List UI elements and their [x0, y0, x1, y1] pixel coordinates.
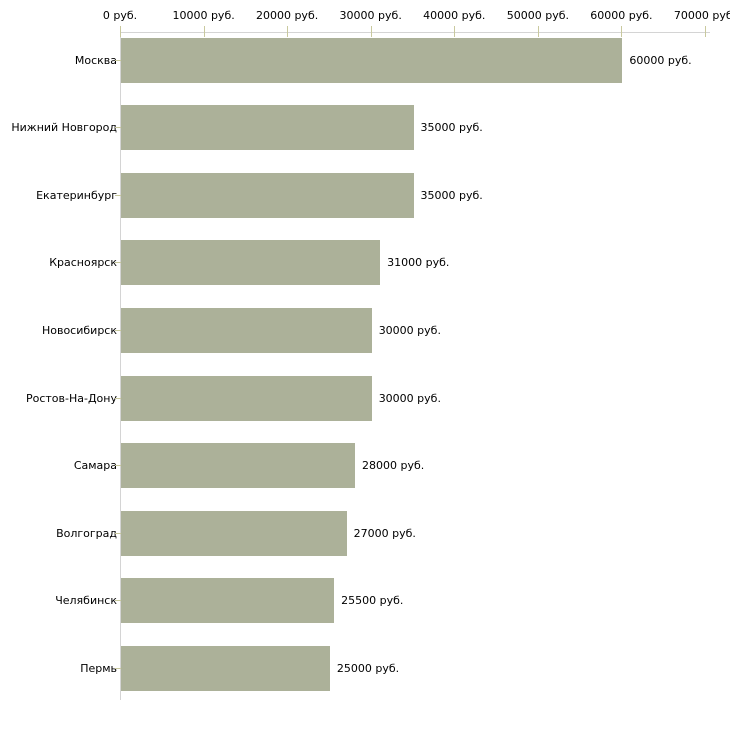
bar — [121, 578, 335, 624]
bar — [121, 443, 355, 489]
value-label: 30000 руб. — [378, 323, 441, 337]
x-tick-label: 10000 руб. — [172, 9, 235, 22]
x-tick-label: 20000 руб. — [255, 9, 319, 22]
category-label: Екатеринбург — [36, 188, 117, 202]
x-tick-mark — [287, 26, 289, 37]
bar — [121, 645, 330, 691]
value-label: 35000 руб. — [420, 121, 483, 135]
bar — [121, 37, 623, 83]
value-label: 30000 руб. — [378, 391, 441, 405]
x-tick-label: 50000 руб. — [506, 9, 570, 22]
bar-row: Екатеринбург 35000 руб. — [0, 172, 730, 218]
bar — [121, 172, 414, 218]
y-tick-mark — [115, 194, 121, 196]
value-label: 28000 руб. — [362, 459, 425, 473]
bar-row: Челябинск 25500 руб. — [0, 578, 730, 624]
category-label: Новосибирск — [41, 323, 117, 337]
y-tick-mark — [115, 329, 121, 331]
x-tick-label: 0 руб. — [102, 9, 138, 22]
bar-row: Пермь 25000 руб. — [0, 645, 730, 691]
y-tick-mark — [115, 532, 121, 534]
x-tick-mark — [537, 26, 539, 37]
category-label: Ростов-На-Дону — [25, 391, 117, 405]
bar — [121, 510, 347, 556]
y-tick-mark — [115, 600, 121, 602]
x-tick-label: 30000 руб. — [339, 9, 402, 22]
y-axis-line — [120, 32, 121, 700]
category-label: Челябинск — [55, 594, 117, 608]
bar-row: Ростов-На-Дону 30000 руб. — [0, 375, 730, 421]
category-label: Красноярск — [49, 256, 117, 270]
value-label: 25000 руб. — [336, 661, 400, 675]
bar — [121, 105, 414, 151]
x-tick-label: 70000 руб. — [673, 9, 730, 22]
x-tick-mark — [120, 26, 121, 37]
bar-row: Волгоград 27000 руб. — [0, 510, 730, 556]
y-tick-mark — [115, 262, 121, 264]
category-label: Нижний Новгород — [11, 121, 117, 135]
x-tick-mark — [705, 26, 706, 37]
x-tick-mark — [621, 26, 623, 37]
bar — [121, 240, 381, 286]
bar-row: Новосибирск 30000 руб. — [0, 307, 730, 353]
x-tick-label: 40000 руб. — [423, 9, 486, 22]
x-tick-mark — [203, 26, 205, 37]
category-label: Москва — [74, 53, 117, 67]
bar — [121, 375, 372, 421]
value-label: 35000 руб. — [420, 188, 483, 202]
value-label: 25500 руб. — [341, 594, 404, 608]
y-tick-mark — [115, 465, 121, 467]
value-label: 60000 руб. — [629, 53, 692, 67]
x-tick-mark — [370, 26, 372, 37]
bar — [121, 307, 372, 353]
bar-row: Самара 28000 руб. — [0, 443, 730, 489]
value-label: 31000 руб. — [387, 256, 450, 270]
x-tick-mark — [454, 26, 456, 37]
category-label: Пермь — [80, 661, 117, 675]
value-label: 27000 руб. — [353, 526, 416, 540]
x-tick-label: 60000 руб. — [590, 9, 653, 22]
bar-row: Москва 60000 руб. — [0, 37, 730, 83]
y-tick-mark — [115, 127, 121, 129]
category-label: Волгоград — [56, 526, 117, 540]
category-label: Самара — [73, 459, 117, 473]
y-tick-mark — [115, 397, 121, 399]
y-tick-mark — [115, 59, 121, 61]
bar-row: Красноярск 31000 руб. — [0, 240, 730, 286]
bar-row: Нижний Новгород 35000 руб. — [0, 105, 730, 151]
y-tick-mark — [115, 667, 121, 669]
x-axis-line — [120, 32, 710, 33]
